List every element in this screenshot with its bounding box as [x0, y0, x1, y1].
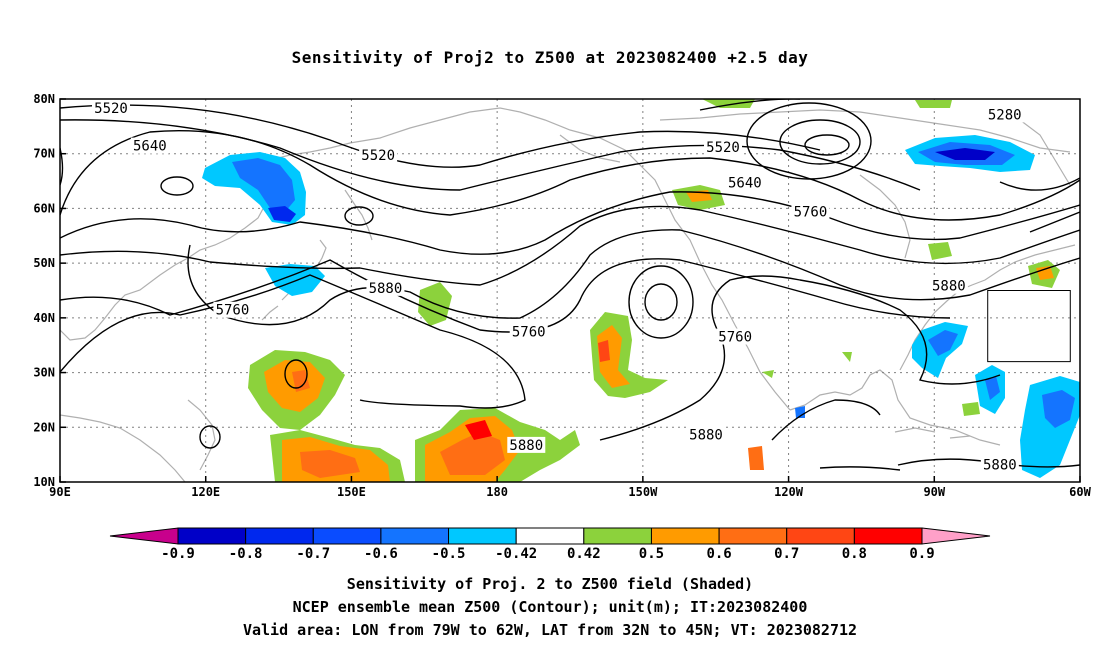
lon-tick-label: 90W: [923, 485, 945, 499]
contour-label-bg: [791, 203, 830, 220]
contour-label-bg: [509, 323, 548, 340]
lat-tick-label: 40N: [33, 311, 55, 325]
colorbar-swatch: [380, 527, 450, 545]
contour-label: 5880: [983, 458, 1017, 474]
contour-label-bg: [130, 137, 169, 154]
lat-tick-label: 30N: [33, 366, 55, 380]
lon-tick-label: 60W: [1069, 485, 1091, 499]
contour-label: 5880: [369, 281, 403, 297]
colorbar-label: -0.7: [296, 546, 330, 562]
contour-labels: 5520 5640 5520 5520 5280 5640 5760 5880 5760 5760…: [92, 99, 1024, 474]
contour-label-bg: [985, 106, 1024, 123]
colorbar-swatch: [245, 527, 314, 545]
contour-label: 5520: [706, 140, 740, 156]
lon-tick-label: 120E: [191, 485, 220, 499]
contour-label: 5520: [361, 148, 395, 164]
colorbar-swatch: [583, 527, 652, 545]
colorbar-swatch: [177, 527, 247, 545]
colorbar-label: 0.9: [909, 546, 934, 562]
colorbar-swatch: [650, 527, 720, 545]
lat-tick-label: 60N: [33, 201, 55, 215]
colorbar-swatch: [853, 527, 923, 545]
colorbar-swatch: [448, 527, 517, 545]
contour-label-bg: [687, 426, 725, 443]
contour-label-bg: [929, 277, 968, 294]
contour-label-bg: [366, 279, 405, 296]
colorbar-label: 0.5: [639, 546, 664, 562]
lon-tick-label: 90E: [49, 485, 71, 499]
lat-tick-label: 10N: [33, 475, 55, 489]
colorbar-swatch: [786, 527, 855, 545]
lat-tick-label: 80N: [33, 92, 55, 106]
colorbar-swatch: [515, 527, 585, 545]
contour-label: 5640: [728, 175, 762, 191]
colorbar-swatch: [718, 527, 788, 545]
contour-label-bg: [507, 436, 546, 453]
contour-label-bg: [725, 174, 764, 191]
lon-tick-label: 150W: [628, 485, 658, 499]
contour-label-bg: [980, 456, 1019, 473]
sensitivity-shading: [202, 99, 1080, 482]
longitude-labels: 90E 120E 150E 180 150W 120W 90W 60W: [49, 476, 1092, 499]
colorbar: -0.9 -0.8 -0.7 -0.6 -0.5 -0.42 0.42 0.5 0.6 0.7 0.…: [109, 527, 991, 562]
contour-label-bg: [213, 301, 252, 318]
contour-label: 5760: [216, 303, 250, 319]
lon-tick-label: 180: [486, 485, 508, 499]
caption-line-1: Sensitivity of Proj. 2 to Z500 field (Sh…: [346, 575, 754, 593]
lon-tick-label: 150E: [337, 485, 366, 499]
contour-label: 5640: [133, 139, 167, 155]
contour-label: 5880: [932, 279, 966, 295]
contour-label: 5880: [689, 427, 723, 443]
contour-label-bg: [359, 146, 398, 163]
lon-tick-label: 120W: [774, 485, 804, 499]
colorbar-low-extend: [109, 527, 179, 545]
colorbar-label: 0.7: [774, 546, 799, 562]
contour-label-bg: [716, 328, 755, 345]
colorbar-high-extend: [921, 527, 991, 545]
colorbar-label: -0.9: [161, 546, 195, 562]
colorbar-label: 0.6: [706, 546, 731, 562]
contour-label: 5280: [988, 107, 1022, 123]
colorbar-label: 0.8: [842, 546, 867, 562]
latitude-labels: 80N 70N 60N 50N 40N 30N 20N 10N: [33, 92, 66, 489]
map-frame: [59, 98, 1081, 483]
colorbar-label: -0.42: [495, 546, 537, 562]
valid-area-box: [987, 290, 1071, 363]
contour-label: 5880: [509, 438, 543, 454]
caption-line-3: Valid area: LON from 79W to 62W, LAT fro…: [242, 621, 858, 639]
lat-tick-label: 50N: [33, 256, 55, 270]
lat-tick-label: 70N: [33, 147, 55, 161]
colorbar-label: -0.6: [364, 546, 398, 562]
colorbar-swatch: [312, 527, 382, 545]
z500-contours: [60, 99, 1080, 471]
contour-label: 5760: [718, 330, 752, 346]
lat-tick-label: 20N: [33, 420, 55, 434]
colorbar-label: -0.5: [432, 546, 466, 562]
caption-line-2: NCEP ensemble mean Z500 (Contour); unit(…: [292, 598, 808, 616]
chart-title: Sensitivity of Proj2 to Z500 at 20230824…: [291, 48, 809, 67]
contour-label: 5760: [512, 325, 546, 341]
colorbar-label: 0.42: [567, 546, 601, 562]
contour-label: 5760: [794, 204, 828, 220]
colorbar-label: -0.8: [229, 546, 263, 562]
contour-label-bg: [92, 99, 130, 116]
contour-label: 5520: [94, 101, 128, 117]
contour-label-bg: [704, 139, 742, 156]
